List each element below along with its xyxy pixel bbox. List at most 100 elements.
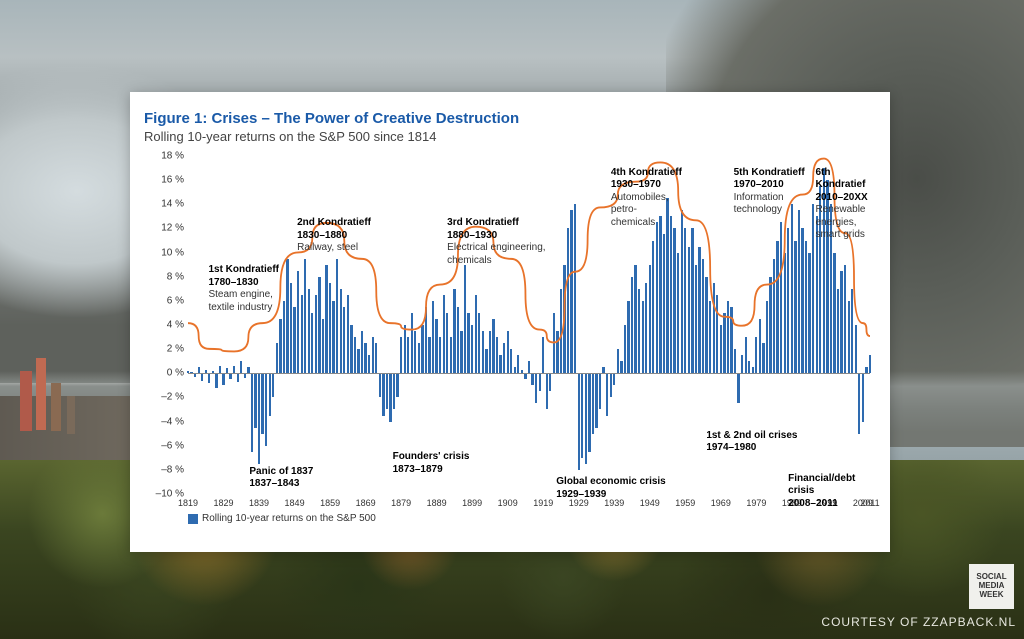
x-tick: 1889 bbox=[427, 498, 447, 508]
data-bar bbox=[258, 373, 260, 464]
data-bar bbox=[769, 277, 771, 374]
data-bar bbox=[315, 295, 317, 373]
data-bar bbox=[801, 228, 803, 373]
chart-panel: Figure 1: Crises – The Power of Creative… bbox=[130, 92, 890, 552]
data-bar bbox=[720, 325, 722, 373]
data-bar bbox=[464, 265, 466, 374]
y-tick: 6 % bbox=[167, 295, 184, 306]
annotation-k6: 6th Kondratief2010–20XXRenewableenergies… bbox=[815, 167, 870, 242]
data-bar bbox=[325, 265, 327, 374]
data-bar bbox=[681, 210, 683, 373]
data-bar bbox=[301, 295, 303, 373]
data-bar bbox=[535, 373, 537, 403]
data-bar bbox=[808, 253, 810, 374]
data-bar bbox=[528, 361, 530, 373]
data-bar bbox=[585, 373, 587, 464]
data-bar bbox=[645, 283, 647, 374]
data-bar bbox=[322, 319, 324, 373]
data-bar bbox=[798, 210, 800, 373]
data-bar bbox=[649, 265, 651, 374]
x-tick: 1899 bbox=[462, 498, 482, 508]
x-tick: 1859 bbox=[320, 498, 340, 508]
data-bar bbox=[531, 373, 533, 385]
data-bar bbox=[581, 373, 583, 458]
data-bar bbox=[659, 216, 661, 373]
data-bar bbox=[549, 373, 551, 391]
data-bar bbox=[730, 307, 732, 373]
y-tick: 0 % bbox=[167, 368, 184, 379]
x-tick: 1979 bbox=[746, 498, 766, 508]
data-bar bbox=[425, 307, 427, 373]
data-bar bbox=[542, 337, 544, 373]
data-bar bbox=[705, 277, 707, 374]
data-bar bbox=[364, 343, 366, 373]
y-tick: 2 % bbox=[167, 344, 184, 355]
data-bar bbox=[762, 343, 764, 373]
data-bar bbox=[201, 373, 203, 380]
data-bar bbox=[443, 295, 445, 373]
data-bar bbox=[837, 289, 839, 374]
chart-subtitle: Rolling 10-year returns on the S&P 500 s… bbox=[144, 129, 876, 144]
data-bar bbox=[215, 373, 217, 387]
data-bar bbox=[435, 319, 437, 373]
data-bar bbox=[499, 355, 501, 373]
data-bar bbox=[560, 289, 562, 374]
data-bar bbox=[727, 301, 729, 373]
data-bar bbox=[631, 277, 633, 374]
data-bar bbox=[741, 355, 743, 373]
data-bar bbox=[471, 325, 473, 373]
y-tick: 12 % bbox=[161, 223, 184, 234]
data-bar bbox=[570, 210, 572, 373]
annotation-k4: 4th Kondratieff1930–1970Automobiles,petr… bbox=[611, 167, 682, 230]
data-bar bbox=[237, 373, 239, 381]
data-bar bbox=[311, 313, 313, 373]
data-bar bbox=[673, 228, 675, 373]
data-bar bbox=[812, 204, 814, 373]
data-bar bbox=[766, 301, 768, 373]
x-tick: 1909 bbox=[498, 498, 518, 508]
x-tick: 1869 bbox=[356, 498, 376, 508]
annotation-k2: 2nd Kondratieff1830–1880Railway, steel bbox=[297, 217, 371, 255]
data-bar bbox=[265, 373, 267, 445]
data-bar bbox=[755, 337, 757, 373]
data-bar bbox=[489, 331, 491, 373]
data-bar bbox=[375, 343, 377, 373]
x-tick: 1819 bbox=[178, 498, 198, 508]
annotation-global: Global economic crisis1929–1939 bbox=[556, 476, 665, 501]
data-bar bbox=[343, 307, 345, 373]
x-tick: 1919 bbox=[533, 498, 553, 508]
data-bar bbox=[844, 265, 846, 374]
data-bar bbox=[709, 301, 711, 373]
data-bar bbox=[293, 307, 295, 373]
data-bar bbox=[396, 373, 398, 397]
data-bar bbox=[642, 301, 644, 373]
data-bar bbox=[421, 325, 423, 373]
data-bar bbox=[610, 373, 612, 397]
data-bar bbox=[578, 373, 580, 470]
y-tick: 10 % bbox=[161, 247, 184, 258]
data-bar bbox=[233, 366, 235, 373]
y-tick: 8 % bbox=[167, 271, 184, 282]
legend-label: Rolling 10-year returns on the S&P 500 bbox=[202, 513, 376, 524]
data-bar bbox=[283, 301, 285, 373]
annotation-panic: Panic of 18371837–1843 bbox=[249, 466, 313, 491]
social-media-week-badge: SOCIAL MEDIA WEEK bbox=[969, 564, 1014, 609]
data-bar bbox=[404, 325, 406, 373]
data-bar bbox=[372, 337, 374, 373]
y-tick: –6 % bbox=[161, 440, 184, 451]
data-bar bbox=[716, 295, 718, 373]
data-bar bbox=[411, 313, 413, 373]
data-bar bbox=[414, 331, 416, 373]
data-bar bbox=[503, 343, 505, 373]
annotation-k5: 5th Kondratieff1970–2010Informationtechn… bbox=[734, 167, 805, 217]
data-bar bbox=[219, 366, 221, 373]
data-bar bbox=[592, 373, 594, 433]
x-tick: 1879 bbox=[391, 498, 411, 508]
data-bar bbox=[574, 204, 576, 373]
data-bar bbox=[773, 259, 775, 374]
data-bar bbox=[737, 373, 739, 403]
data-bar bbox=[407, 337, 409, 373]
y-tick: 18 % bbox=[161, 151, 184, 162]
data-bar bbox=[457, 307, 459, 373]
plot-area: –10 %–8 %–6 %–4 %–2 %0 %2 %4 %6 %8 %10 %… bbox=[188, 156, 870, 516]
